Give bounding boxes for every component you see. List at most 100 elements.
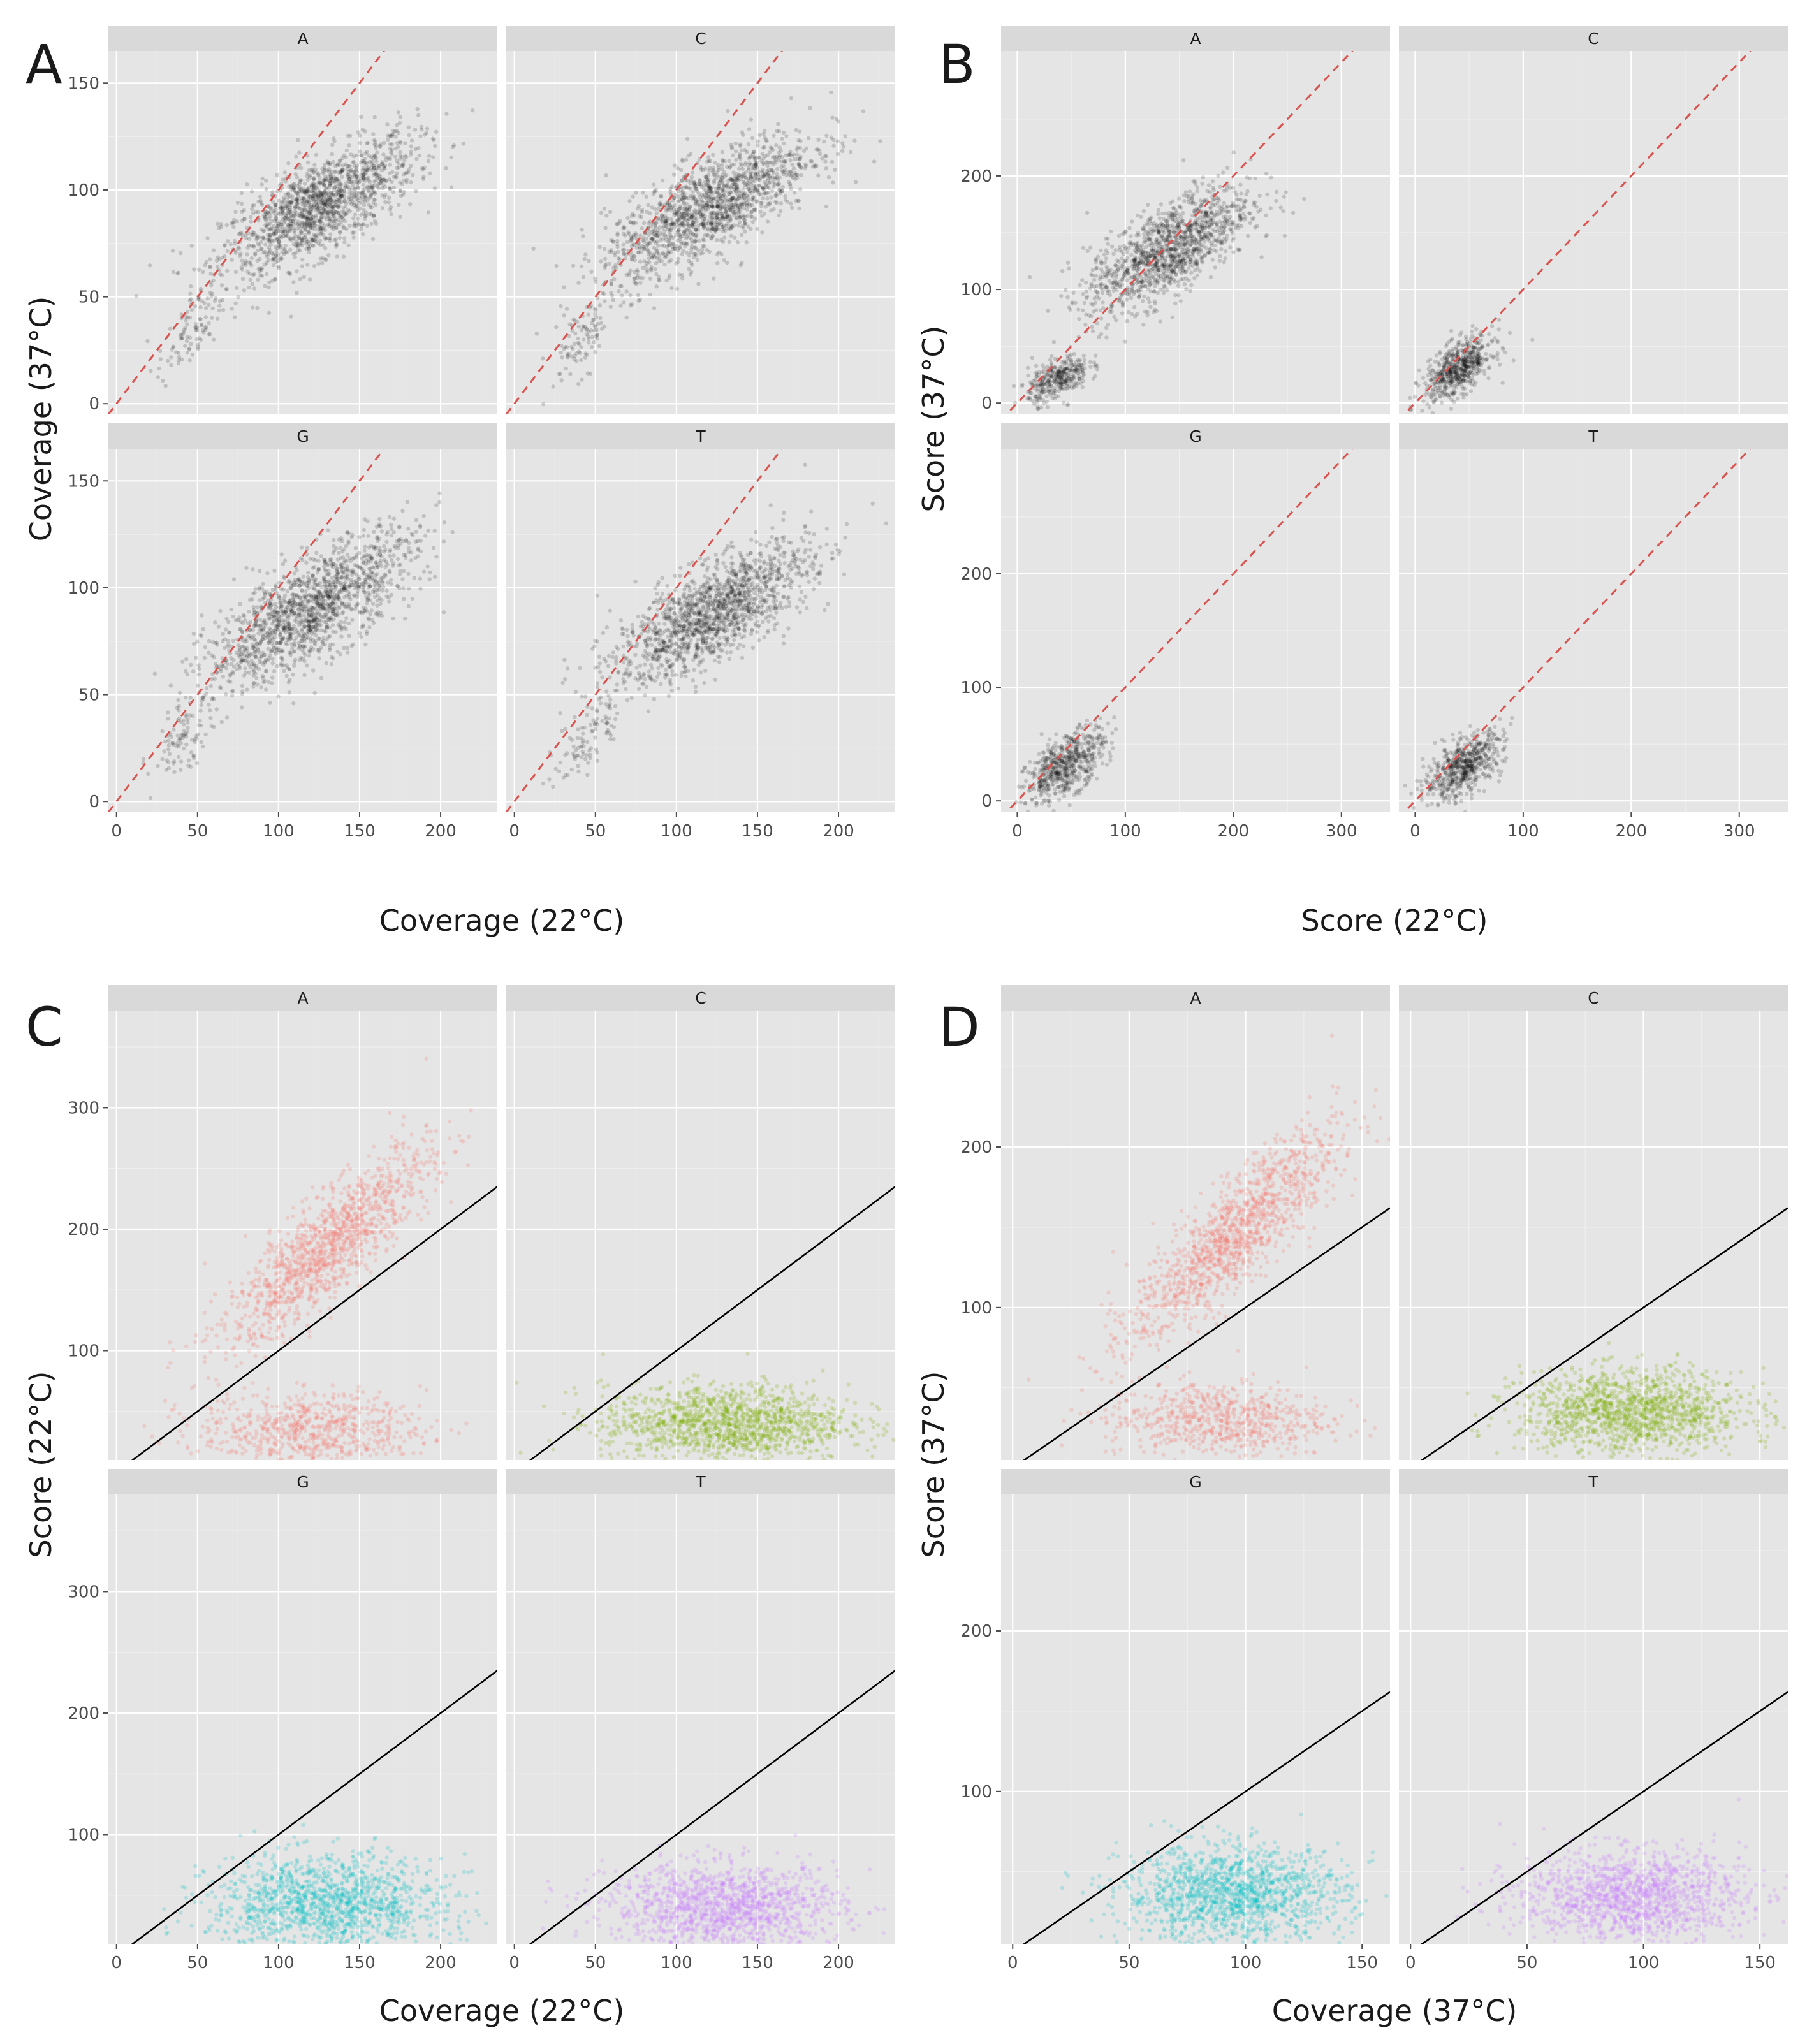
data-point: [640, 226, 644, 231]
data-point: [217, 303, 222, 308]
data-point: [282, 200, 287, 205]
data-point: [322, 184, 327, 188]
data-point: [372, 153, 376, 158]
data-point: [353, 212, 358, 217]
data-point: [374, 171, 379, 176]
data-point: [272, 615, 276, 619]
data-point: [631, 212, 635, 216]
data-point: [382, 195, 387, 200]
data-point: [775, 182, 780, 186]
data-point: [383, 185, 388, 189]
data-point: [734, 157, 738, 163]
data-point: [401, 163, 406, 168]
data-point: [739, 148, 744, 152]
data-point: [658, 238, 663, 242]
data-point: [416, 113, 421, 118]
data-point: [275, 246, 280, 251]
data-point: [418, 549, 423, 553]
data-point: [365, 631, 369, 636]
data-point: [276, 252, 281, 257]
data-point: [554, 263, 559, 268]
data-point: [186, 758, 191, 763]
data-point: [663, 219, 668, 223]
data-point: [282, 593, 288, 598]
data-point: [668, 230, 672, 234]
data-point: [214, 707, 219, 712]
data-point: [289, 200, 294, 205]
data-point: [364, 594, 369, 599]
y-tick-label: 150: [68, 472, 99, 491]
data-point: [304, 228, 308, 232]
data-point: [231, 657, 236, 662]
data-point: [316, 567, 321, 572]
data-point: [636, 250, 641, 254]
data-point: [357, 631, 362, 636]
data-point: [355, 173, 359, 179]
data-point: [306, 211, 311, 216]
data-point: [568, 372, 573, 376]
data-point: [780, 155, 784, 159]
data-point: [302, 208, 306, 213]
data-point: [706, 186, 712, 190]
data-point: [282, 669, 286, 673]
data-point: [712, 172, 716, 177]
data-point: [759, 175, 763, 179]
data-point: [668, 241, 673, 246]
data-point: [194, 325, 200, 330]
data-point: [235, 286, 239, 290]
data-point: [304, 247, 309, 251]
data-point: [667, 273, 672, 277]
data-point: [321, 177, 326, 182]
data-point: [223, 645, 227, 650]
x-tick-label: 0: [111, 822, 122, 841]
data-point: [738, 161, 743, 166]
data-point: [299, 229, 304, 234]
data-point: [383, 166, 387, 171]
data-point: [820, 156, 824, 161]
data-point: [749, 117, 754, 122]
data-point: [323, 168, 327, 172]
data-point: [362, 207, 366, 212]
data-point: [406, 125, 411, 129]
data-point: [316, 198, 321, 203]
data-point: [362, 177, 367, 181]
data-point: [733, 182, 738, 187]
data-point: [347, 143, 351, 148]
data-point: [323, 215, 327, 219]
data-point: [737, 154, 742, 158]
data-point: [594, 334, 598, 339]
data-point: [178, 690, 182, 696]
data-point: [370, 190, 375, 194]
data-point: [698, 211, 703, 215]
data-point: [332, 224, 337, 228]
data-point: [325, 614, 329, 619]
data-point: [266, 203, 270, 208]
data-point: [134, 293, 138, 298]
data-point: [390, 142, 395, 147]
data-point: [326, 214, 331, 219]
data-point: [267, 285, 271, 289]
data-point: [365, 186, 370, 190]
data-point: [360, 153, 364, 157]
data-point: [699, 208, 703, 213]
data-point: [392, 544, 397, 548]
data-point: [270, 647, 275, 652]
data-point: [329, 209, 334, 214]
data-point: [346, 133, 350, 138]
data-point: [283, 229, 288, 234]
data-point: [848, 150, 853, 154]
data-point: [752, 176, 757, 181]
data-point: [232, 315, 237, 319]
data-point: [315, 203, 319, 208]
data-point: [593, 349, 597, 354]
data-point: [296, 245, 300, 249]
data-point: [708, 196, 713, 201]
data-point: [401, 161, 406, 166]
data-point: [362, 193, 367, 197]
data-point: [196, 723, 201, 727]
data-point: [224, 715, 230, 720]
data-point: [708, 194, 712, 200]
data-point: [752, 188, 757, 193]
data-point: [276, 694, 281, 699]
data-point: [564, 307, 569, 311]
